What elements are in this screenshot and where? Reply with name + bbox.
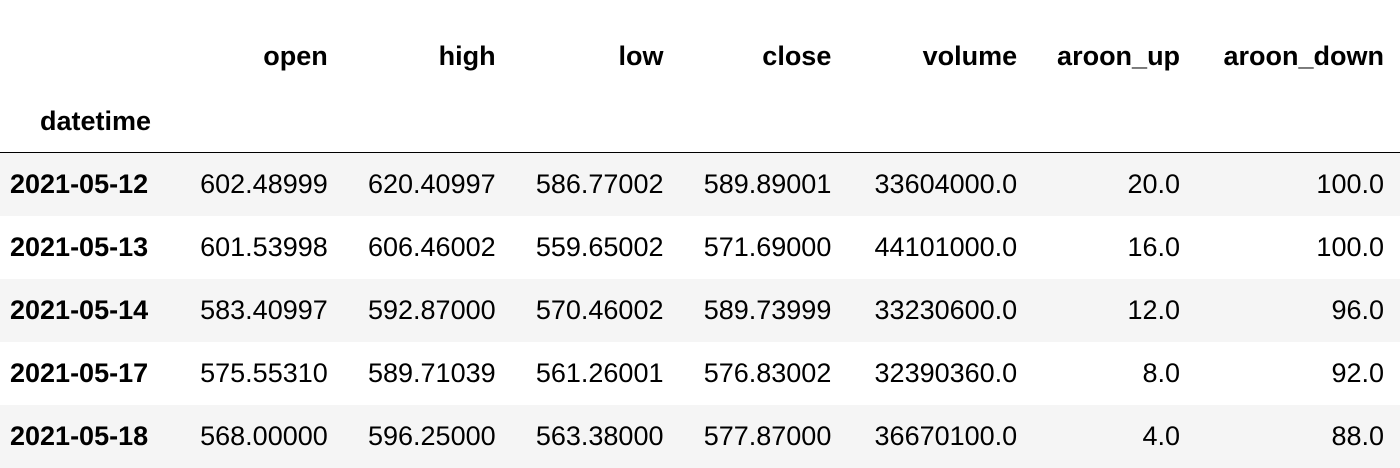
table-cell: 589.71039 <box>367 358 496 388</box>
table-cell: 575.55310 <box>200 358 328 388</box>
table-cell: 88.0 <box>1331 421 1384 451</box>
row-index: 2021-05-14 <box>10 295 149 325</box>
table-cell: 100.0 <box>1316 232 1384 262</box>
table-row: 2021-05-12 602.48999 620.40997 586.77002… <box>0 152 1400 216</box>
table-cell: 589.73999 <box>703 295 832 325</box>
table-cell: 8.0 <box>1142 358 1181 388</box>
table-cell: 36670100.0 <box>874 421 1018 451</box>
index-name-header: datetime <box>40 105 152 136</box>
index-name-spacer <box>1033 90 1196 153</box>
table-cell: 96.0 <box>1331 295 1384 325</box>
table-cell: 32390360.0 <box>874 358 1018 388</box>
table-cell: 4.0 <box>1142 421 1181 451</box>
table-cell: 596.25000 <box>367 421 496 451</box>
index-name-spacer <box>176 90 344 153</box>
table-cell: 570.46002 <box>535 295 664 325</box>
column-header-row: open high low close volume aroon_up aroo… <box>0 22 1400 90</box>
index-name-spacer <box>1196 90 1400 153</box>
row-index: 2021-05-17 <box>10 358 149 388</box>
table-cell: 586.77002 <box>535 169 664 199</box>
index-name-row: datetime <box>0 90 1400 153</box>
column-header-close: close <box>762 40 832 71</box>
table-cell: 100.0 <box>1316 169 1384 199</box>
table-cell: 33230600.0 <box>874 295 1018 325</box>
index-name-spacer <box>679 90 847 153</box>
table-cell: 602.48999 <box>200 169 328 199</box>
table-cell: 577.87000 <box>703 421 832 451</box>
index-name-spacer <box>344 90 512 153</box>
table-cell: 576.83002 <box>703 358 832 388</box>
index-header-blank <box>0 22 176 90</box>
table-row: 2021-05-13 601.53998 606.46002 559.65002… <box>0 216 1400 279</box>
table-cell: 33604000.0 <box>874 169 1018 199</box>
table-cell: 592.87000 <box>367 295 496 325</box>
table-cell: 568.00000 <box>200 421 328 451</box>
table-cell: 559.65002 <box>535 232 664 262</box>
row-index: 2021-05-18 <box>10 421 149 451</box>
table-cell: 601.53998 <box>200 232 328 262</box>
column-header-aroon-up: aroon_up <box>1057 40 1181 71</box>
table-row: 2021-05-17 575.55310 589.71039 561.26001… <box>0 342 1400 405</box>
table-cell: 563.38000 <box>535 421 664 451</box>
index-name-spacer <box>512 90 680 153</box>
table-cell: 20.0 <box>1127 169 1181 199</box>
table-cell: 16.0 <box>1127 232 1181 262</box>
column-header-open: open <box>263 40 328 71</box>
row-index: 2021-05-13 <box>10 232 149 262</box>
column-header-volume: volume <box>922 40 1018 71</box>
index-name-spacer <box>847 90 1033 153</box>
row-index: 2021-05-12 <box>10 169 149 199</box>
table-cell: 589.89001 <box>703 169 832 199</box>
table-cell: 561.26001 <box>535 358 664 388</box>
table-cell: 571.69000 <box>703 232 832 262</box>
column-header-low: low <box>618 40 664 71</box>
table-cell: 44101000.0 <box>874 232 1018 262</box>
column-header-high: high <box>438 40 496 71</box>
table-row: 2021-05-14 583.40997 592.87000 570.46002… <box>0 279 1400 342</box>
table-cell: 92.0 <box>1331 358 1384 388</box>
table-cell: 583.40997 <box>200 295 328 325</box>
dataframe-table: open high low close volume aroon_up aroo… <box>0 22 1400 468</box>
table-cell: 620.40997 <box>367 169 496 199</box>
table-cell: 12.0 <box>1127 295 1181 325</box>
column-header-aroon-down: aroon_down <box>1223 40 1385 71</box>
table-row: 2021-05-18 568.00000 596.25000 563.38000… <box>0 405 1400 468</box>
table-cell: 606.46002 <box>367 232 496 262</box>
